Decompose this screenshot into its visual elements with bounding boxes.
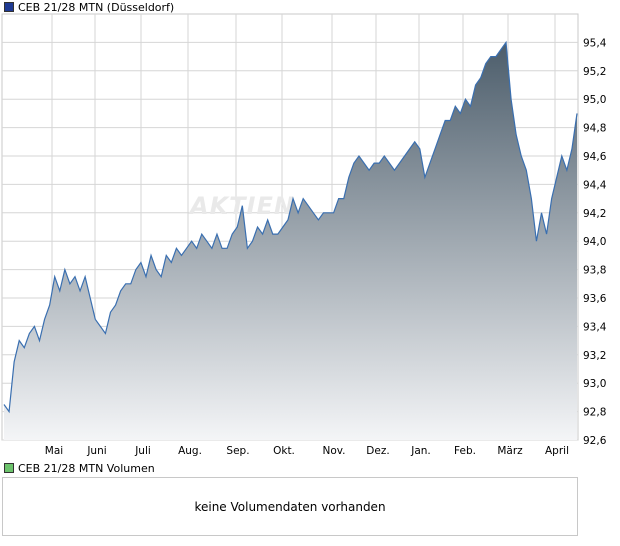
x-tick-label: April [545,445,569,457]
legend-volume: CEB 21/28 MTN Volumen [4,461,155,475]
y-tick-label: 92,8 [583,407,606,419]
y-tick-label: 93,8 [583,265,606,277]
price-series-line [3,40,578,414]
x-tick-label: Juli [134,445,151,457]
x-tick-label: Aug. [178,445,202,457]
y-tick-label: 95,4 [583,37,607,49]
legend-volume-swatch [4,463,14,473]
y-tick-label: 94,4 [583,179,607,191]
x-tick-label: Sep. [226,445,249,457]
area-layer [3,40,578,441]
x-tick-label: Juni [86,445,106,457]
y-tick-label: 94,0 [583,236,606,248]
y-tick-label: 93,4 [583,321,607,333]
x-tick-label: Nov. [322,445,345,457]
y-tick-label: 93,6 [583,293,607,305]
legend-price-label: CEB 21/28 MTN (Düsseldorf) [18,0,175,14]
x-tick-label: März [497,445,523,457]
x-tick-label: Okt. [273,445,295,457]
y-tick-label: 92,6 [583,435,607,447]
x-tick-label: Jan. [410,445,431,457]
y-tick-label: 95,0 [583,94,606,106]
y-tick-label: 95,2 [583,66,606,78]
legend-price: CEB 21/28 MTN (Düsseldorf) [4,0,174,14]
legend-price-swatch [4,2,14,12]
volume-empty-message: keine Volumendaten vorhanden [194,500,386,514]
x-tick-label: Dez. [366,445,389,457]
y-tick-label: 94,8 [583,123,606,135]
x-tick-label: Feb. [454,445,476,457]
y-axis: 95,4 95,2 95,0 94,8 94,6 94,4 94,2 94,0 93,8 93,6… [583,37,607,447]
price-area-fill [4,42,577,441]
y-tick-label: 94,6 [583,151,607,163]
volume-panel: keine Volumendaten vorhanden [2,477,578,536]
price-chart: AKTIEN 95,495,295,094,894,694,494,294,09… [1,13,607,457]
x-tick-label: Mai [45,445,63,457]
legend-volume-label: CEB 21/28 MTN Volumen [18,461,155,475]
x-axis: Mai Juni Juli Aug. Sep. Okt. Nov. Dez. Jan. Feb. M… [45,445,569,457]
y-tick-label: 93,0 [583,378,606,390]
y-tick-label: 93,2 [583,350,606,362]
y-tick-label: 94,2 [583,208,606,220]
